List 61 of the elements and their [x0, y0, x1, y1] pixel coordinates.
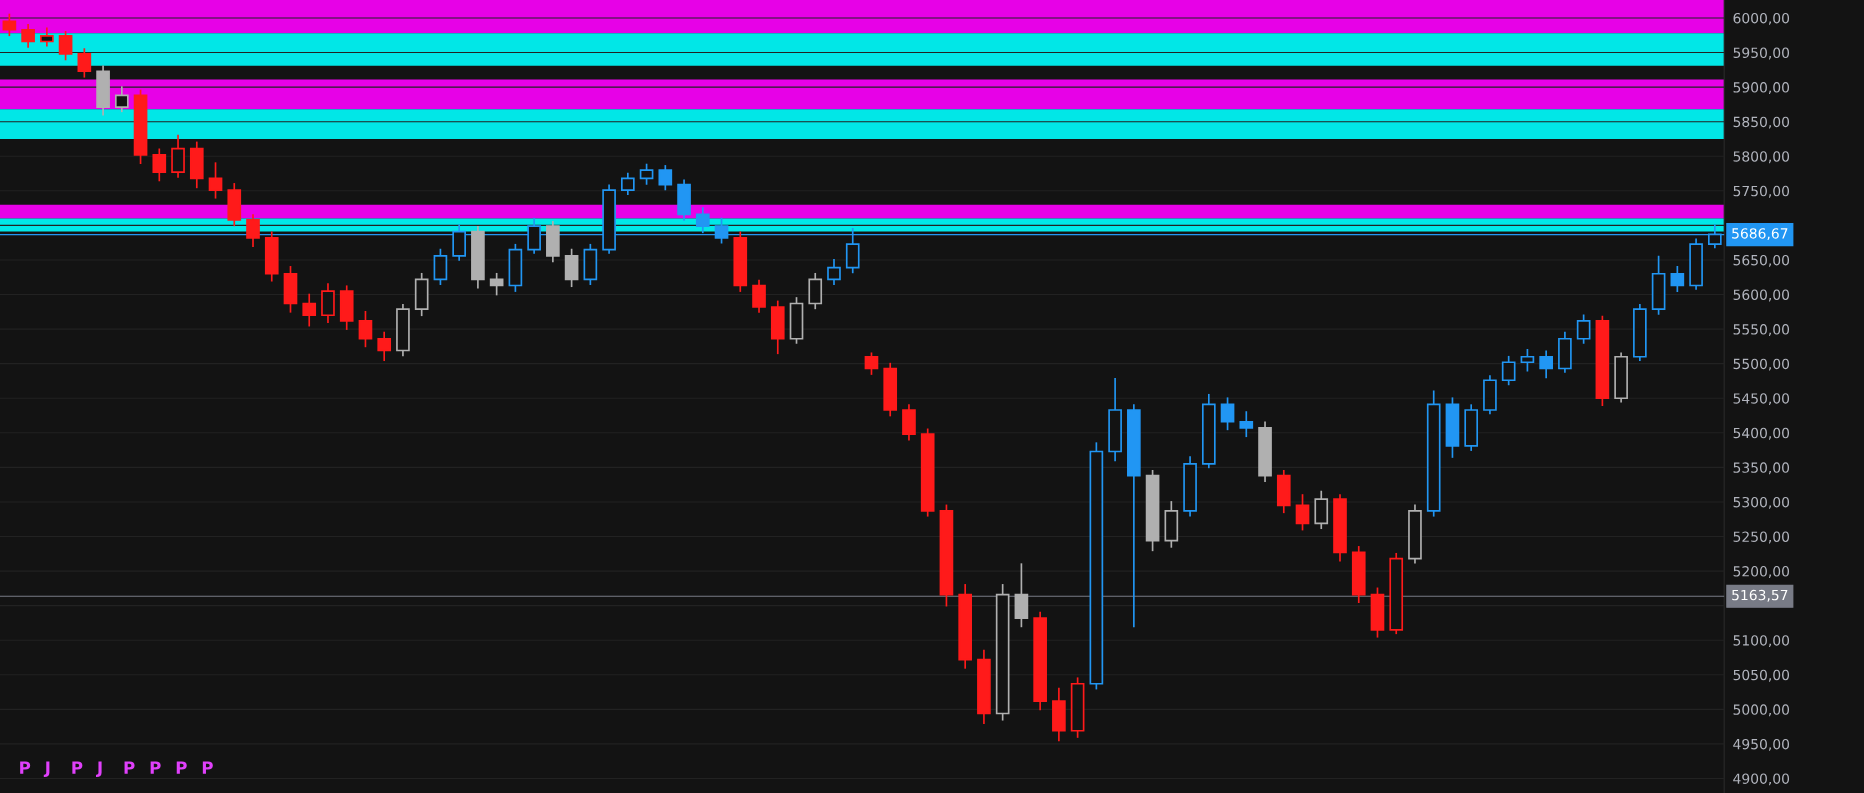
ref-line-label: 5686,67 [1732, 228, 1788, 241]
y-tick-label: 5850,00 [1733, 116, 1790, 129]
candlestick [171, 134, 185, 178]
candlestick [864, 352, 879, 375]
candlestick [1239, 411, 1254, 438]
candlestick [1520, 348, 1535, 372]
candlestick [152, 148, 167, 182]
y-tick-label: 5500,00 [1733, 358, 1790, 371]
candlestick [433, 248, 448, 285]
candlestick [1576, 314, 1591, 344]
candlestick [1670, 266, 1685, 292]
candlestick [377, 331, 392, 362]
y-tick-label: 5950,00 [1733, 47, 1790, 60]
y-tick-label: 5650,00 [1733, 254, 1790, 267]
y-tick-label: 5100,00 [1733, 635, 1790, 648]
candlestick [752, 279, 766, 313]
y-tick-label: 5200,00 [1733, 566, 1790, 578]
annotation: P [176, 761, 187, 774]
candlestick [564, 248, 579, 288]
y-tick-label: 5900,00 [1733, 82, 1790, 94]
candlestick [77, 48, 92, 78]
annotation: J [43, 761, 50, 778]
candlestick [639, 163, 654, 185]
annotation: J [95, 761, 102, 778]
annotation: P [202, 761, 213, 774]
candlestick [208, 162, 223, 199]
candlestick [1501, 355, 1516, 386]
y-tick-label: 5550,00 [1733, 324, 1790, 336]
candlestick [1014, 563, 1029, 628]
y-tick-label: 5750,00 [1733, 185, 1790, 198]
candlestick [1539, 350, 1553, 379]
y-tick-label: 5300,00 [1733, 496, 1790, 509]
y-tick-label: 4900,00 [1733, 773, 1790, 786]
candlestick [1220, 397, 1235, 431]
ref-line-label: 5163,57 [1732, 589, 1788, 602]
annotation: P [124, 761, 135, 774]
y-tick-label: 5800,00 [1733, 151, 1790, 164]
candlestick [621, 172, 635, 196]
annotation: P [20, 761, 31, 774]
y-tick-label: 6000,00 [1733, 12, 1790, 25]
candlestick [658, 165, 673, 191]
y-tick-label: 4950,00 [1733, 738, 1790, 751]
y-tick-label: 5350,00 [1733, 462, 1790, 475]
candlestick [21, 24, 35, 48]
candlestick [358, 310, 373, 348]
candlestick [489, 272, 504, 296]
candlestick [2, 13, 17, 37]
candlestick [827, 259, 841, 285]
candlestick [58, 30, 73, 61]
y-tick-label: 5450,00 [1733, 393, 1790, 406]
y-tick-label: 5600,00 [1733, 289, 1790, 302]
annotation: P [72, 761, 83, 774]
candlestick [1295, 494, 1310, 531]
y-tick-label: 5000,00 [1733, 704, 1790, 717]
y-tick-label: 5400,00 [1733, 427, 1790, 440]
candlestick [246, 214, 260, 247]
candlestick [302, 293, 317, 327]
y-tick-label: 5250,00 [1733, 531, 1790, 544]
candlestick [114, 86, 129, 113]
y-tick-label: 5050,00 [1733, 669, 1790, 682]
annotation: P [150, 761, 161, 774]
